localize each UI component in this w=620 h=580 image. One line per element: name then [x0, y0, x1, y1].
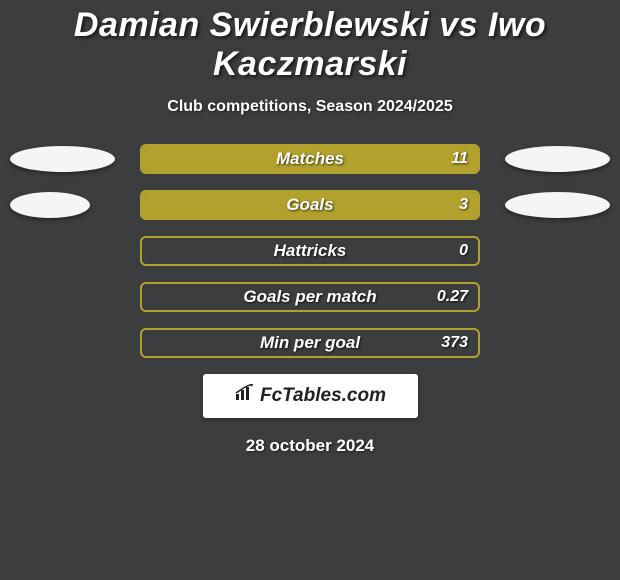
stat-label: Goals [286, 195, 333, 215]
stat-bar: Min per goal 373 [140, 328, 480, 358]
badge-content: FcTables.com [234, 384, 386, 408]
stat-bar: Goals per match 0.27 [140, 282, 480, 312]
stat-bar: Goals 3 [140, 190, 480, 220]
stat-value: 0 [459, 242, 468, 260]
stat-label: Hattricks [274, 241, 347, 261]
stat-label: Goals per match [243, 287, 376, 307]
stat-label: Matches [276, 149, 344, 169]
player1-indicator-ellipse [10, 146, 115, 172]
stat-label: Min per goal [260, 333, 360, 353]
stat-value: 373 [441, 334, 468, 352]
player2-indicator-ellipse [505, 146, 610, 172]
player2-indicator-ellipse [505, 192, 610, 218]
title-player1: Damian Swierblewski [74, 6, 429, 44]
source-badge: FcTables.com [203, 374, 418, 418]
comparison-title: Damian Swierblewski vs Iwo Kaczmarski [0, 0, 620, 84]
stat-row: Min per goal 373 [0, 328, 620, 358]
subtitle: Club competitions, Season 2024/2025 [0, 98, 620, 116]
player1-indicator-ellipse [10, 192, 90, 218]
stat-value: 11 [451, 150, 468, 168]
stat-value: 0.27 [437, 288, 468, 306]
stats-bar-chart: Matches 11 Goals 3 Hattricks 0 Goals per match… [0, 144, 620, 358]
stat-value: 3 [459, 196, 468, 214]
stat-bar: Matches 11 [140, 144, 480, 174]
stat-row: Goals 3 [0, 190, 620, 220]
stat-row: Hattricks 0 [0, 236, 620, 266]
stat-bar: Hattricks 0 [140, 236, 480, 266]
stat-row: Goals per match 0.27 [0, 282, 620, 312]
bar-chart-icon [234, 384, 256, 408]
date-text: 28 october 2024 [0, 436, 620, 456]
badge-text: FcTables.com [260, 385, 386, 407]
stat-row: Matches 11 [0, 144, 620, 174]
title-vs: vs [439, 6, 478, 44]
